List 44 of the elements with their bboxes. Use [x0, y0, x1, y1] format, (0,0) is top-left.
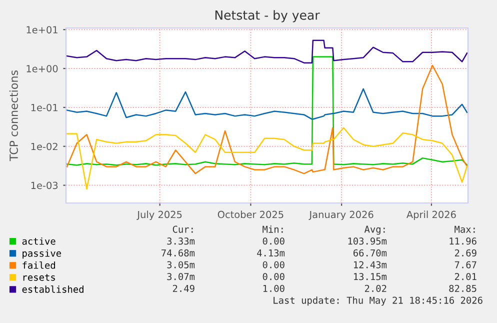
text: 0.00 — [262, 261, 284, 268]
legend-label: failed — [22, 261, 55, 269]
text: 2.01 — [454, 273, 476, 280]
line-series — [66, 88, 468, 120]
text: 82.85 — [449, 284, 476, 292]
text: Cur: — [172, 226, 193, 233]
y-tick-label: 1e+01 — [26, 26, 58, 34]
y-tick-label: 1e-01 — [31, 104, 58, 112]
y-tick-label: 1e-03 — [31, 182, 58, 190]
text: 13.15m — [354, 273, 387, 280]
x-tick-label: July 2025 — [136, 210, 182, 220]
legend-label: passive — [22, 249, 61, 259]
legend-label: active — [22, 237, 56, 245]
text: Avg: — [364, 226, 385, 235]
y-tick-label: 1e-02 — [31, 142, 58, 150]
y-tick-label: 1e+00 — [26, 65, 58, 72]
x-tick-label: April 2026 — [406, 210, 456, 220]
text: 0.00 — [262, 238, 284, 245]
text: Last update: Thu May 21 18:45:16 2026 — [274, 296, 482, 306]
text: 3.05m — [167, 261, 195, 268]
text: 66.70m — [354, 249, 387, 256]
text: 12.43m — [354, 261, 387, 268]
text: 3.33m — [167, 238, 195, 245]
text: 74.68m — [162, 249, 195, 256]
text: 103.95m — [348, 238, 387, 245]
text: 1.00 — [263, 284, 284, 292]
y-axis-title: TCP connections — [9, 70, 18, 162]
text: 0.00 — [262, 273, 284, 280]
line-series — [66, 127, 468, 190]
text: 2.69 — [454, 249, 476, 256]
text: Min: — [262, 226, 283, 233]
text: 2.49 — [172, 284, 194, 292]
text: 2.02 — [364, 284, 386, 292]
x-tick-label: January 2026 — [308, 210, 374, 220]
x-tick-label: October 2025 — [218, 210, 284, 218]
text: 3.07m — [167, 273, 195, 280]
text: 11.96 — [450, 238, 476, 245]
text: 7.67 — [454, 261, 476, 268]
legend-label: resets — [23, 274, 55, 281]
chart-title: Netstat - by year — [215, 10, 320, 22]
line-series — [66, 40, 468, 64]
text: Max: — [454, 226, 475, 233]
text: 4.13m — [257, 249, 285, 256]
legend-label: established — [22, 286, 84, 293]
